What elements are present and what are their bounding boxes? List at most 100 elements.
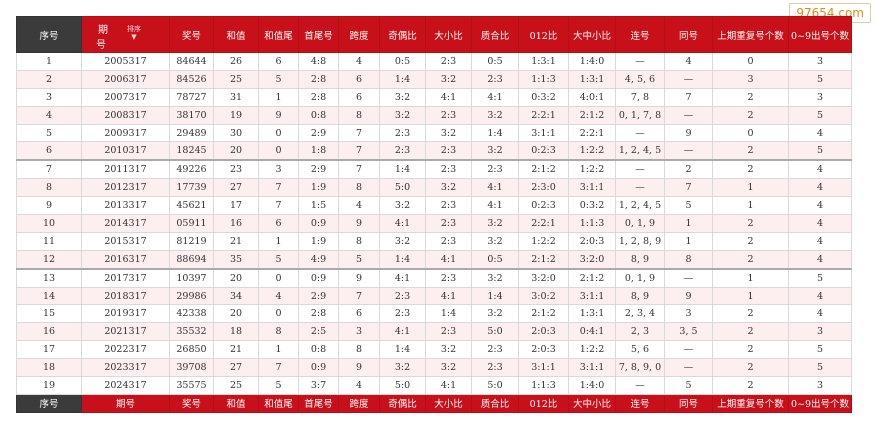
cell-same-number: 1: [664, 231, 713, 251]
cell-consecutive: 0, 1, 7, 8: [615, 105, 665, 125]
cell-span: 7: [338, 286, 380, 306]
cell-sum: 27: [213, 358, 259, 378]
cell-period: 2005317: [81, 52, 170, 71]
table-row: 3 2007317 78727 31 1 2:8 6 3:2 4:1 4:1 0:3:2 4:0:1 7…: [16, 87, 852, 107]
cell-odd-even: 3:2: [379, 231, 426, 251]
footer-digit-count: 0~9出号个数: [788, 393, 852, 413]
table-row: 12 2016317 88694 35 5 4:9 5 1:4 4:1 0:5 2:1:2 3:2:0…: [16, 249, 852, 270]
cell-odd-even: 3:2: [379, 358, 426, 378]
header-period[interactable]: 期 号 排序 ▼: [81, 16, 170, 53]
cell-sum-tail: 7: [258, 178, 299, 198]
cell-digit-count: 5: [788, 69, 852, 89]
cell-sum: 18: [213, 322, 259, 342]
cell-first-last: 0:8: [298, 105, 339, 125]
cell-span: 8: [338, 105, 380, 125]
cell-period: 2015317: [81, 231, 170, 251]
cell-012-ratio: 1:3:1: [518, 52, 569, 71]
cell-index: 8: [16, 178, 82, 198]
cell-repeat-count: 2: [712, 231, 789, 251]
cell-consecutive: 1, 2, 8, 9: [615, 231, 665, 251]
cell-index: 6: [16, 141, 82, 161]
cell-winning-number: 39708: [169, 358, 214, 378]
cell-big-small: 2:3: [425, 267, 472, 288]
cell-digit-count: 3: [788, 322, 852, 342]
cell-digit-count: 4: [788, 214, 852, 233]
cell-sum: 17: [213, 196, 259, 216]
cell-prime-composite: 2:3: [471, 358, 519, 378]
footer-span: 跨度: [338, 393, 380, 413]
cell-big-mid-small: 1:2:2: [568, 159, 616, 180]
table-header-row: 序号 期 号 排序 ▼ 奖号 和值 和值尾 首尾号 跨度 奇偶比 大小比 质合比 …: [16, 16, 852, 53]
cell-period: 2013317: [81, 196, 170, 216]
cell-sum: 20: [213, 304, 259, 324]
table-body: 1 2005317 84644 26 6 4:8 4 0:5 2:3 0:5 1:3:1 1:4:0—…: [16, 52, 852, 395]
cell-same-number: —: [664, 105, 713, 125]
cell-consecutive: 8, 9: [615, 286, 665, 306]
cell-sum: 20: [213, 141, 259, 161]
cell-same-number: 5: [664, 376, 713, 395]
cell-sum: 34: [213, 286, 259, 306]
cell-odd-even: 2:3: [379, 123, 426, 143]
cell-span: 4: [338, 376, 380, 395]
table-row: 1 2005317 84644 26 6 4:8 4 0:5 2:3 0:5 1:3:1 1:4:0—…: [16, 52, 852, 71]
cell-same-number: 9: [664, 123, 713, 143]
cell-sum-tail: 7: [258, 196, 299, 216]
table-row: 16 2021317 35532 18 8 2:5 3 4:1 2:3 5:0 2:0:3 0:4:1…: [16, 322, 852, 342]
cell-012-ratio: 2:1:2: [518, 304, 569, 324]
cell-012-ratio: 1:2:2: [518, 231, 569, 251]
cell-first-last: 2:8: [298, 304, 339, 324]
cell-winning-number: 78727: [169, 87, 214, 107]
cell-big-mid-small: 1:4:0: [568, 376, 616, 395]
cell-odd-even: 5:0: [379, 376, 426, 395]
cell-sum-tail: 1: [258, 231, 299, 251]
cell-digit-count: 5: [788, 358, 852, 378]
cell-same-number: 2: [664, 159, 713, 180]
cell-span: 6: [338, 304, 380, 324]
cell-big-small: 2:3: [425, 231, 472, 251]
cell-digit-count: 3: [788, 87, 852, 107]
cell-prime-composite: 5:0: [471, 376, 519, 395]
footer-index: 序号: [16, 393, 82, 413]
cell-consecutive: 2, 3, 4: [615, 304, 665, 324]
cell-first-last: 3:7: [298, 376, 339, 395]
cell-big-small: 4:1: [425, 376, 472, 395]
cell-index: 10: [16, 214, 82, 233]
cell-sum-tail: 0: [258, 267, 299, 288]
cell-index: 18: [16, 358, 82, 378]
cell-index: 4: [16, 105, 82, 125]
cell-winning-number: 49226: [169, 159, 214, 180]
cell-first-last: 2:9: [298, 123, 339, 143]
cell-repeat-count: 2: [712, 214, 789, 233]
cell-winning-number: 42338: [169, 304, 214, 324]
cell-sum-tail: 8: [258, 322, 299, 342]
cell-index: 17: [16, 340, 82, 360]
cell-sum: 23: [213, 159, 259, 180]
cell-big-small: 1:4: [425, 304, 472, 324]
cell-sum: 26: [213, 52, 259, 71]
cell-big-mid-small: 3:1:1: [568, 358, 616, 378]
cell-same-number: —: [664, 141, 713, 161]
cell-big-mid-small: 0:4:1: [568, 322, 616, 342]
cell-first-last: 2:8: [298, 87, 339, 107]
cell-consecutive: 1, 2, 4, 5: [615, 196, 665, 216]
cell-big-mid-small: 1:2:2: [568, 141, 616, 161]
cell-big-mid-small: 2:0:3: [568, 231, 616, 251]
header-sum-tail: 和值尾: [258, 16, 299, 53]
cell-winning-number: 81219: [169, 231, 214, 251]
header-repeat-count: 上期重复号个数: [712, 16, 789, 53]
cell-prime-composite: 5:0: [471, 322, 519, 342]
cell-sum-tail: 1: [258, 87, 299, 107]
cell-sum: 25: [213, 69, 259, 89]
cell-winning-number: 29489: [169, 123, 214, 143]
cell-prime-composite: 4:1: [471, 196, 519, 216]
cell-first-last: 4:9: [298, 249, 339, 270]
cell-prime-composite: 4:1: [471, 87, 519, 107]
header-odd-even: 奇偶比: [379, 16, 426, 53]
cell-period: 2024317: [81, 376, 170, 395]
cell-012-ratio: 1:1:3: [518, 376, 569, 395]
cell-same-number: 8: [664, 249, 713, 270]
cell-012-ratio: 2:0:3: [518, 322, 569, 342]
cell-index: 5: [16, 123, 82, 143]
sort-link[interactable]: 排序 ▼: [127, 25, 141, 41]
cell-winning-number: 35532: [169, 322, 214, 342]
